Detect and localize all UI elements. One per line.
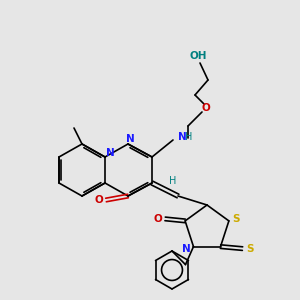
Text: N: N bbox=[182, 244, 191, 254]
Text: S: S bbox=[246, 244, 253, 254]
Text: S: S bbox=[232, 214, 240, 224]
Text: O: O bbox=[94, 195, 103, 205]
Text: O: O bbox=[154, 214, 163, 224]
Text: O: O bbox=[202, 103, 210, 113]
Text: N: N bbox=[126, 134, 134, 144]
Text: OH: OH bbox=[189, 51, 207, 61]
Text: N: N bbox=[106, 148, 114, 158]
Text: H: H bbox=[169, 176, 177, 187]
Text: N: N bbox=[178, 132, 187, 142]
Text: H: H bbox=[185, 132, 192, 142]
